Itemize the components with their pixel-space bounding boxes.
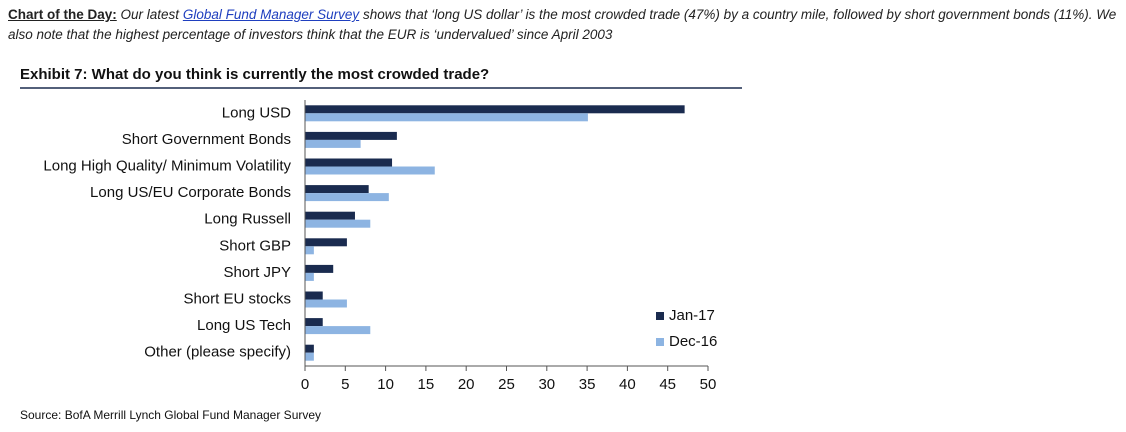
x-tick-label: 0 xyxy=(301,376,309,393)
bar xyxy=(305,139,361,148)
bar xyxy=(305,211,355,220)
bar xyxy=(305,113,588,122)
bar xyxy=(305,246,314,255)
bar xyxy=(305,193,389,202)
intro-text: Our latest xyxy=(120,7,180,22)
survey-link[interactable]: Global Fund Manager Survey xyxy=(182,7,360,22)
bar xyxy=(305,326,371,335)
x-tick-label: 50 xyxy=(700,376,717,393)
category-label: Long US/EU Corporate Bonds xyxy=(90,184,291,201)
category-label: Long High Quality/ Minimum Volatility xyxy=(43,157,291,174)
legend-label: Jan-17 xyxy=(669,307,715,324)
bar xyxy=(305,352,314,361)
legend-label: Dec-16 xyxy=(669,333,717,350)
chart-title: Exhibit 7: What do you think is currentl… xyxy=(20,66,489,83)
x-tick-label: 20 xyxy=(458,376,475,393)
x-tick-label: 35 xyxy=(579,376,596,393)
x-tick-label: 5 xyxy=(341,376,349,393)
legend-swatch xyxy=(656,312,664,320)
bar xyxy=(305,291,323,300)
x-tick-label: 45 xyxy=(659,376,676,393)
bar xyxy=(305,344,314,353)
x-tick-label: 10 xyxy=(377,376,394,393)
bar xyxy=(305,105,685,114)
bar xyxy=(305,131,397,140)
bar xyxy=(305,158,393,167)
x-tick-label: 30 xyxy=(538,376,555,393)
x-tick-label: 40 xyxy=(619,376,636,393)
intro-text: shows that ‘long US dollar’ is the most … xyxy=(8,7,1117,42)
intro-label: Chart of the Day: xyxy=(8,7,117,22)
bar xyxy=(305,166,435,175)
category-label: Short Government Bonds xyxy=(122,131,291,148)
intro: Chart of the Day: Our latest Global Fund… xyxy=(8,5,1120,45)
bar xyxy=(305,185,369,194)
x-tick-label: 25 xyxy=(498,376,515,393)
category-label: Short GBP xyxy=(219,237,291,254)
bar xyxy=(305,219,371,228)
category-label: Short JPY xyxy=(223,264,291,281)
bar xyxy=(305,264,334,273)
category-label: Long Russell xyxy=(204,211,291,228)
bar xyxy=(305,272,314,281)
category-label: Long USD xyxy=(222,104,291,121)
bar xyxy=(305,238,347,247)
legend-swatch xyxy=(656,338,664,346)
source: Source: BofA Merrill Lynch Global Fund M… xyxy=(20,408,321,422)
bar xyxy=(305,318,323,327)
category-label: Long US Tech xyxy=(197,317,291,334)
x-tick-label: 15 xyxy=(418,376,435,393)
category-label: Short EU stocks xyxy=(183,290,291,307)
category-label: Other (please specify) xyxy=(144,344,291,361)
bar xyxy=(305,299,347,308)
